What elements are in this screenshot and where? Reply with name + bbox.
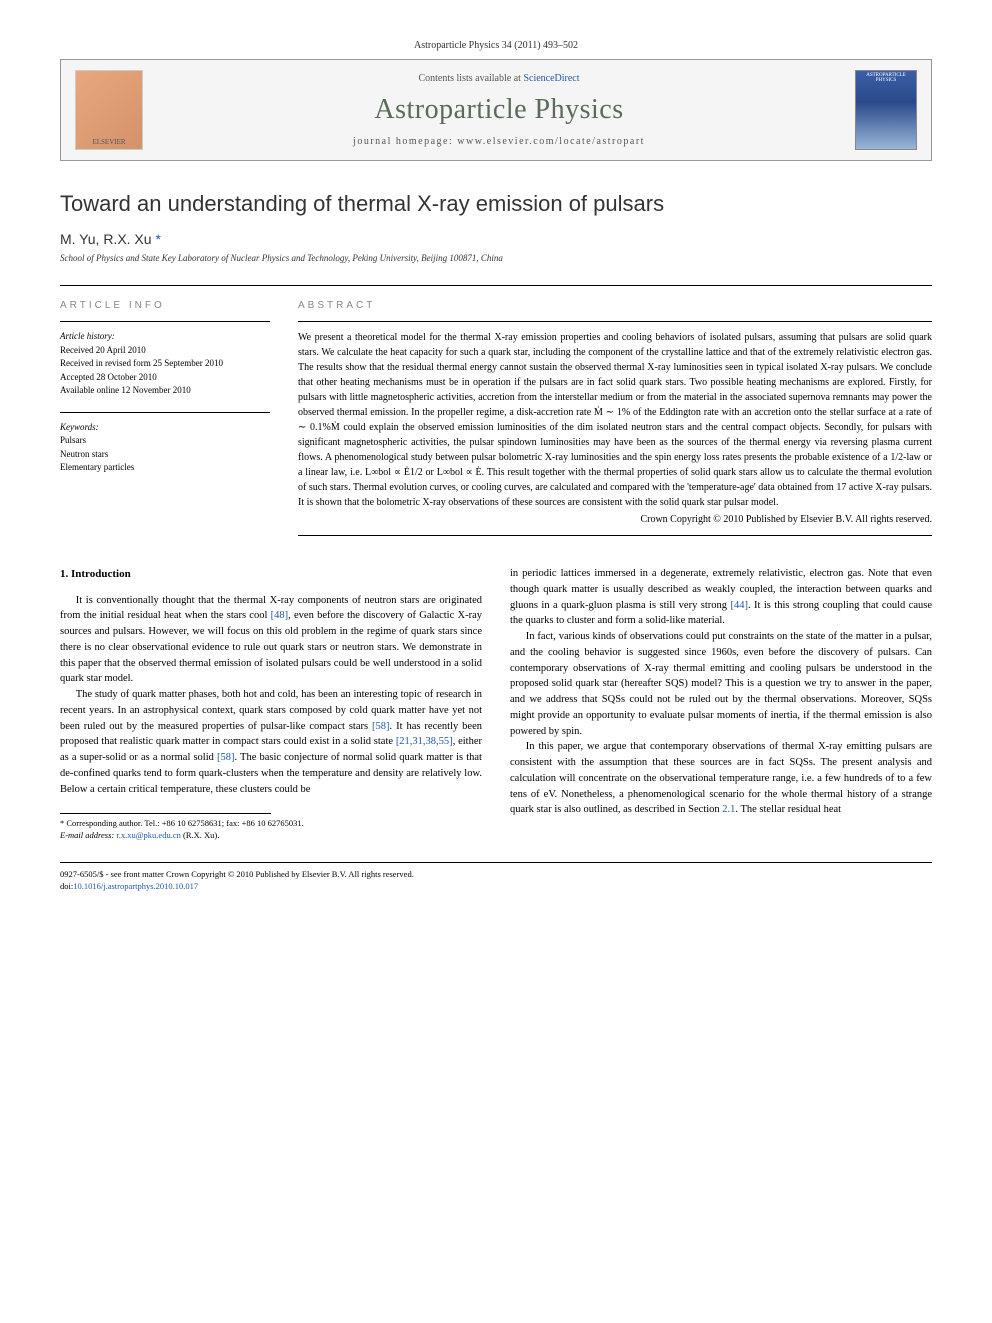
page-header-citation: Astroparticle Physics 34 (2011) 493–502: [60, 40, 932, 51]
body-paragraph: In fact, various kinds of observations c…: [510, 629, 932, 739]
contents-line: Contents lists available at ScienceDirec…: [143, 73, 855, 84]
body-paragraph: In this paper, we argue that contemporar…: [510, 739, 932, 818]
abstract-text: We present a theoretical model for the t…: [298, 321, 932, 510]
keyword-item: Elementary particles: [60, 461, 270, 475]
section-link[interactable]: 2.1: [722, 804, 735, 815]
journal-title: Astroparticle Physics: [143, 94, 855, 126]
doi-label: doi:: [60, 881, 73, 891]
footnote-corr-text: * Corresponding author. Tel.: +86 10 627…: [60, 818, 482, 830]
contents-prefix: Contents lists available at: [418, 73, 523, 84]
keyword-item: Pulsars: [60, 434, 270, 448]
online-date: Available online 12 November 2010: [60, 384, 270, 398]
article-info-column: ARTICLE INFO Article history: Received 2…: [60, 300, 270, 536]
bottom-bar: 0927-6505/$ - see front matter Crown Cop…: [60, 862, 932, 893]
footnote-email-name: (R.X. Xu).: [183, 830, 219, 840]
corresponding-footnote: * Corresponding author. Tel.: +86 10 627…: [60, 818, 482, 842]
section-heading: 1. Introduction: [60, 566, 482, 583]
ref-link[interactable]: [48]: [271, 610, 289, 621]
ref-link[interactable]: [58]: [372, 721, 390, 732]
keywords-label: Keywords:: [60, 421, 270, 435]
journal-cover-thumb: ASTROPARTICLE PHYSICS: [855, 70, 917, 150]
corresponding-author-mark[interactable]: *: [155, 231, 160, 247]
body-column-left: 1. Introduction It is conventionally tho…: [60, 566, 482, 842]
elsevier-label: ELSEVIER: [92, 138, 125, 146]
doi-link[interactable]: 10.1016/j.astropartphys.2010.10.017: [73, 881, 198, 891]
sciencedirect-link[interactable]: ScienceDirect: [523, 73, 579, 84]
ref-link[interactable]: [44]: [730, 600, 748, 611]
affiliation: School of Physics and State Key Laborato…: [60, 253, 932, 263]
journal-banner: ELSEVIER Contents lists available at Sci…: [60, 59, 932, 161]
authors: M. Yu, R.X. Xu *: [60, 231, 932, 247]
history-label: Article history:: [60, 330, 270, 344]
abstract-copyright: Crown Copyright © 2010 Published by Else…: [298, 514, 932, 536]
body-paragraph: It is conventionally thought that the th…: [60, 593, 482, 688]
body-column-right: in periodic lattices immersed in a degen…: [510, 566, 932, 842]
author-names: M. Yu, R.X. Xu: [60, 231, 152, 247]
accepted-date: Accepted 28 October 2010: [60, 371, 270, 385]
info-abstract-row: ARTICLE INFO Article history: Received 2…: [60, 285, 932, 536]
article-info-heading: ARTICLE INFO: [60, 300, 270, 311]
elsevier-logo: ELSEVIER: [75, 70, 143, 150]
revised-date: Received in revised form 25 September 20…: [60, 357, 270, 371]
keywords-block: Keywords: Pulsars Neutron stars Elementa…: [60, 412, 270, 475]
body-paragraph: in periodic lattices immersed in a degen…: [510, 566, 932, 629]
footnote-separator: [60, 813, 271, 814]
received-date: Received 20 April 2010: [60, 344, 270, 358]
article-title: Toward an understanding of thermal X-ray…: [60, 191, 932, 217]
front-matter-line: 0927-6505/$ - see front matter Crown Cop…: [60, 869, 932, 881]
body-paragraph: The study of quark matter phases, both h…: [60, 687, 482, 797]
keyword-item: Neutron stars: [60, 448, 270, 462]
abstract-column: ABSTRACT We present a theoretical model …: [298, 300, 932, 536]
footnote-email-label: E-mail address:: [60, 830, 114, 840]
body-columns: 1. Introduction It is conventionally tho…: [60, 566, 932, 842]
ref-link[interactable]: [58]: [217, 752, 235, 763]
article-history-block: Article history: Received 20 April 2010 …: [60, 321, 270, 398]
ref-link[interactable]: [21,31,38,55]: [396, 736, 453, 747]
banner-center: Contents lists available at ScienceDirec…: [143, 73, 855, 147]
journal-homepage: journal homepage: www.elsevier.com/locat…: [143, 136, 855, 147]
footnote-email-link[interactable]: r.x.xu@pku.edu.cn: [116, 830, 181, 840]
abstract-heading: ABSTRACT: [298, 300, 932, 311]
